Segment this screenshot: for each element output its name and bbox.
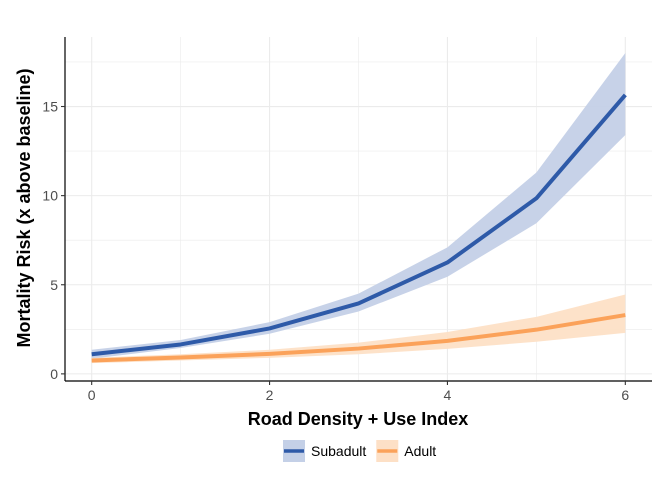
adult-line [91, 313, 626, 363]
x-tick-label: 4 [444, 387, 452, 403]
y-tick-label: 5 [50, 277, 58, 293]
subadult-line [91, 93, 627, 357]
legend-label-subadult: Subadult [311, 443, 366, 459]
y-tick-label: 10 [42, 188, 58, 204]
legend-item-subadult: Subadult [283, 440, 366, 462]
tick-labels: 0 2 4 6 0 5 10 15 [42, 99, 629, 403]
legend: Subadult Adult [283, 440, 436, 462]
legend-label-adult: Adult [404, 443, 436, 459]
x-tick-label: 0 [88, 387, 96, 403]
y-tick-label: 0 [50, 366, 58, 382]
legend-item-adult: Adult [376, 440, 436, 462]
x-axis-title: Road Density + Use Index [248, 409, 469, 429]
y-tick-label: 15 [42, 99, 58, 115]
axes [61, 37, 652, 385]
series-lines [91, 93, 627, 363]
x-tick-label: 2 [266, 387, 274, 403]
subadult-confidence-band [91, 53, 626, 359]
y-axis-title: Mortality Risk (x above baseline) [14, 68, 34, 347]
x-tick-label: 6 [621, 387, 629, 403]
